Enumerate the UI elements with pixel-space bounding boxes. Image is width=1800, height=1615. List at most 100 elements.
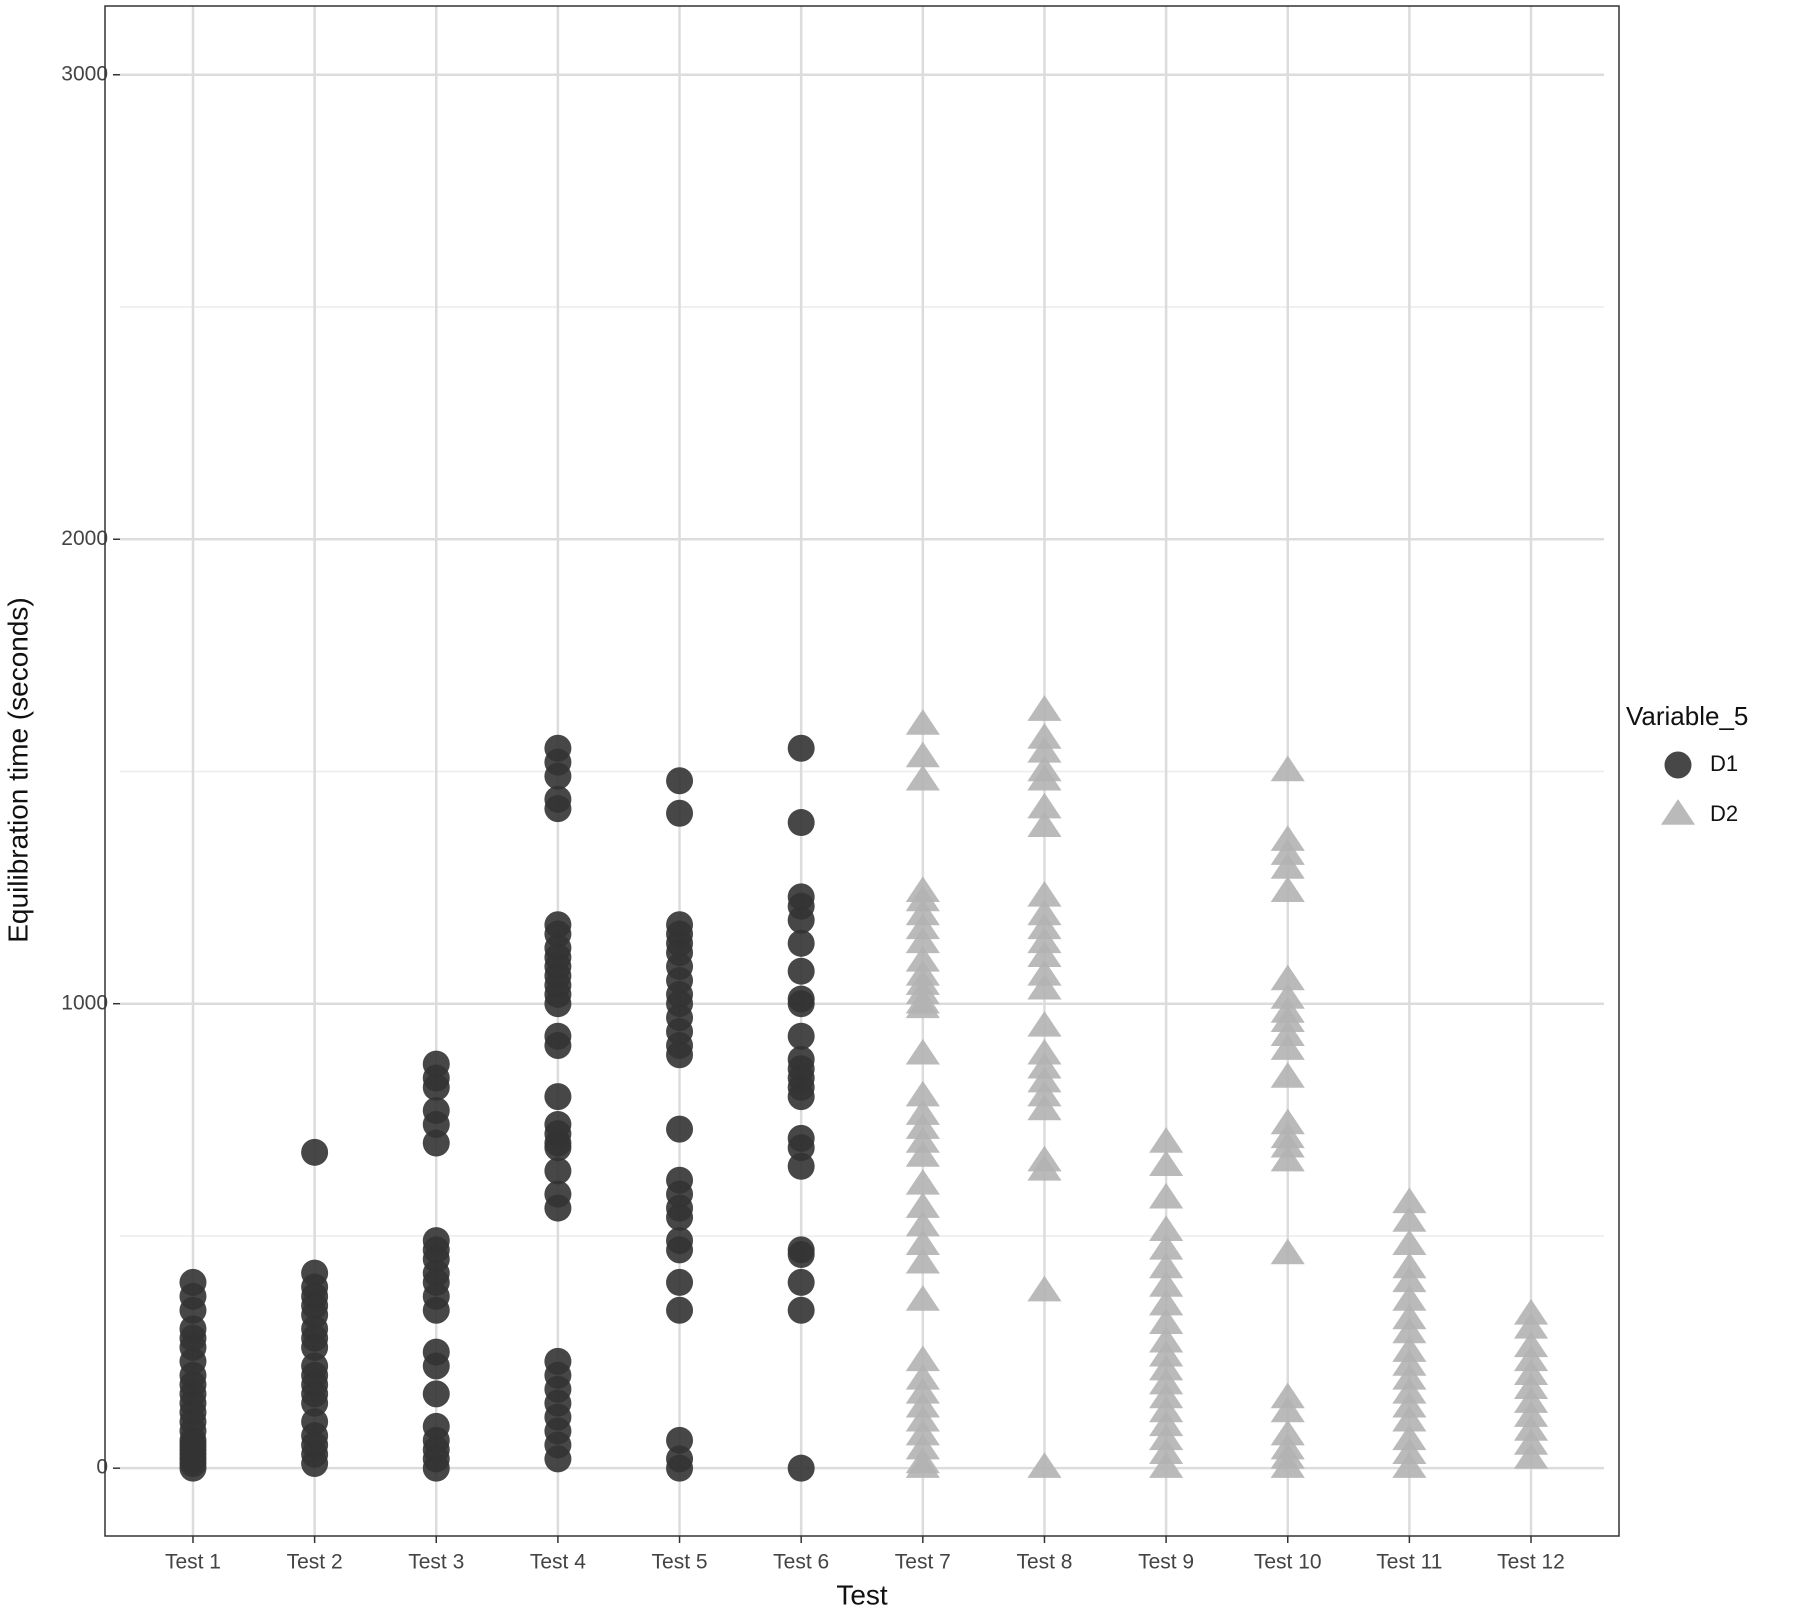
legend-key [1664, 751, 1692, 779]
point [1270, 839, 1305, 865]
y-tick-label: 1000 [61, 991, 108, 1014]
point [1027, 811, 1062, 837]
y-axis-title: Equilibration time (seconds) [2, 597, 33, 943]
point [666, 1041, 694, 1069]
point [544, 1032, 572, 1060]
point [1027, 1052, 1062, 1079]
point [787, 1268, 815, 1296]
point [1149, 1233, 1184, 1260]
point [422, 1073, 450, 1101]
point [905, 1192, 940, 1218]
point [544, 1445, 572, 1473]
point [1392, 1438, 1427, 1464]
point [1149, 1215, 1184, 1242]
x-tick-label: Test 1 [165, 1551, 221, 1574]
x-tick-label: Test 2 [287, 1551, 343, 1574]
point [905, 1080, 940, 1107]
point [422, 1296, 450, 1324]
y-tick-label: 0 [96, 1456, 108, 1479]
point [1149, 1127, 1184, 1153]
point [1027, 1011, 1062, 1037]
point [1513, 1373, 1549, 1399]
point [1149, 1368, 1184, 1395]
point [1270, 964, 1305, 991]
point [1149, 1438, 1184, 1464]
point [1392, 1266, 1427, 1293]
point [1149, 1150, 1184, 1177]
point [666, 799, 694, 827]
point [787, 1454, 815, 1482]
point [1027, 1066, 1062, 1093]
point [1027, 913, 1062, 940]
point [1513, 1331, 1549, 1358]
point [1392, 1364, 1427, 1390]
point [1392, 1285, 1427, 1311]
point [422, 1380, 450, 1408]
point [544, 1157, 572, 1185]
point [1270, 1396, 1305, 1423]
point [544, 990, 572, 1018]
point [787, 957, 815, 985]
point [544, 1194, 572, 1222]
point [905, 1168, 940, 1195]
point [1270, 983, 1305, 1009]
point [1392, 1405, 1427, 1432]
x-tick-label: Test 7 [895, 1551, 951, 1574]
point [1513, 1442, 1549, 1469]
point [905, 1391, 940, 1418]
point [905, 1113, 940, 1139]
point [666, 1454, 694, 1482]
point [1149, 1396, 1184, 1423]
x-tick-label: Test 9 [1138, 1551, 1194, 1574]
point [666, 1236, 694, 1264]
point [905, 1345, 940, 1372]
point [1027, 1155, 1062, 1181]
legend-key [1660, 799, 1696, 825]
point [905, 1405, 940, 1432]
point [787, 809, 815, 837]
point [1513, 1415, 1549, 1441]
point [422, 1110, 450, 1138]
point [905, 927, 940, 954]
x-tick-label: Test 6 [773, 1551, 829, 1574]
point [666, 767, 694, 795]
point [787, 990, 815, 1018]
point [1027, 1080, 1062, 1107]
point [1270, 1419, 1305, 1446]
point [1149, 1182, 1184, 1209]
plot-border [104, 5, 1620, 1537]
point [787, 1241, 815, 1269]
point [1392, 1206, 1427, 1232]
point [1027, 764, 1062, 791]
legend-label: D1 [1710, 751, 1738, 776]
point [905, 899, 940, 926]
point [905, 709, 940, 735]
point [1270, 853, 1305, 879]
point [905, 1038, 940, 1065]
point [787, 1152, 815, 1180]
point [1149, 1424, 1184, 1451]
point [905, 1285, 940, 1311]
point [787, 929, 815, 957]
point [1270, 1006, 1305, 1033]
point [1270, 1382, 1305, 1409]
point [1149, 1382, 1184, 1409]
point [1392, 1229, 1427, 1255]
point [1027, 880, 1062, 907]
point [905, 1210, 940, 1237]
x-tick-label: Test 3 [408, 1551, 464, 1574]
point [905, 741, 940, 768]
point [1149, 1452, 1184, 1478]
point [905, 945, 940, 972]
point [905, 764, 940, 791]
point [1149, 1410, 1184, 1437]
point [905, 1247, 940, 1274]
point [1027, 1452, 1062, 1478]
point [905, 1377, 940, 1404]
point [1513, 1345, 1549, 1372]
point [1027, 927, 1062, 954]
point [544, 795, 572, 823]
point [1270, 1145, 1305, 1172]
point [905, 992, 940, 1019]
